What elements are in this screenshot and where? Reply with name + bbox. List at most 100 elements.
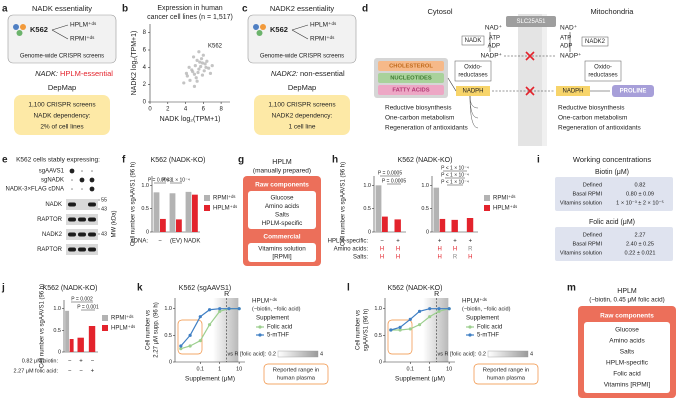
annotation: P < 1 × 10⁻⁴ (441, 172, 469, 178)
label: reductases (458, 73, 487, 79)
cofactor-box (556, 86, 590, 96)
label: NADP⁺ (481, 53, 503, 60)
label: Supplement (μM) (185, 376, 235, 383)
legend-label: RPMI⁺ᵈˢ (213, 195, 235, 202)
legend-label: RPMI⁺ᵈˢ (493, 195, 515, 202)
point (179, 344, 183, 348)
screen-box (7, 14, 117, 64)
label: cDNA: (131, 239, 149, 245)
y-tick-label: 8 (143, 30, 147, 36)
point (447, 307, 451, 311)
y-tick-label: 0 (169, 359, 172, 365)
label: human plasma (277, 376, 316, 382)
y-tick-label: 0 (426, 229, 429, 235)
label: (−biotin, 0.45 μM folic acid) (589, 297, 665, 304)
point (188, 344, 192, 348)
transporter (506, 16, 556, 27)
point (237, 307, 241, 311)
point (197, 67, 201, 71)
label: ADP (560, 44, 572, 50)
condition-label: − (91, 359, 95, 365)
legend-label: Folic acid (267, 325, 292, 331)
label: 0.22 ± 0.021 (624, 250, 655, 256)
point (198, 339, 202, 343)
condition-dot (89, 186, 95, 192)
point (205, 59, 209, 63)
label: sgAAVS1 (39, 169, 65, 175)
annotation: P < 1 × 10⁻⁴ (441, 179, 469, 185)
condition-label: − (68, 369, 72, 375)
legend-swatch (204, 195, 210, 201)
colorbar (487, 350, 529, 358)
label: Cell number vs sgAAVS1 (96 h) (131, 162, 137, 246)
component-list (584, 322, 670, 393)
condition-label: + (91, 369, 95, 375)
condition-label: − (68, 359, 72, 365)
bar (153, 192, 160, 232)
x-tick-label: − (158, 239, 162, 245)
label: DepMap (288, 83, 316, 92)
condition-label: + (396, 239, 400, 245)
label: Folic acid (613, 371, 641, 378)
label: HPLM (272, 159, 292, 166)
label: 1,100 CRISPR screens (28, 102, 96, 109)
label: One-carbon metabolism (385, 115, 454, 122)
label: NADK-3×FLAG cDNA (5, 187, 64, 193)
label: Amino acids (609, 338, 645, 345)
x-tick-label: (EV) (170, 239, 182, 245)
label: Folic acid (μM) (589, 219, 635, 226)
x-tick-label: 6 (202, 107, 206, 113)
depmap-box (254, 95, 350, 135)
legend-label: HPLM⁺ᵈˢ (493, 205, 517, 212)
condition-label: + (469, 239, 473, 245)
x-tick-label: 8 (219, 107, 223, 113)
x-tick-label: 0 (148, 107, 152, 113)
label: NADK dependency: (33, 113, 90, 120)
label: PROLINE (620, 89, 647, 95)
panel-letter: m (567, 283, 576, 294)
point (207, 308, 212, 312)
label: K562 (30, 25, 48, 34)
label: Supplement (μM) (395, 376, 445, 383)
label: ATP (560, 36, 571, 42)
label: sgNADK (41, 178, 64, 184)
label: RPMI⁺ᵈˢ (70, 36, 95, 43)
label: 2.27 μM supp. (96 h) (154, 302, 160, 358)
y-tick-label: 0.5 (421, 206, 429, 212)
label: NADK (465, 38, 482, 44)
x-tick-label: 4 (184, 107, 188, 113)
condition-label: H (453, 247, 457, 253)
label: NADK2 (42, 232, 63, 238)
label: Vitamins solution (560, 200, 602, 206)
legend-swatch (484, 205, 490, 211)
point (389, 328, 393, 332)
cofactor-box (456, 86, 490, 96)
label: 0.80 ± 0.09 (626, 191, 654, 197)
condition-label: H (468, 255, 472, 261)
condition-label: H (437, 255, 441, 261)
point (207, 323, 212, 327)
y-tick-label: 1.0 (374, 306, 382, 312)
condition-dot (89, 177, 95, 183)
label: HPLM-specific (606, 360, 649, 367)
bar (69, 339, 74, 352)
point (192, 84, 197, 88)
point (200, 73, 205, 77)
condition-label: H (380, 255, 384, 261)
point (398, 328, 402, 332)
label: 43 (101, 231, 107, 237)
annotation: P = 0.0005 (378, 170, 402, 176)
note-box (473, 363, 539, 385)
label: NADK log₂(TPM+1) (160, 116, 221, 123)
label: RPMI⁺ᵈˢ (310, 36, 335, 43)
label: 1 × 10⁻³ ± 2 × 10⁻⁵ (616, 199, 664, 206)
point (192, 72, 197, 76)
band (78, 232, 86, 237)
legend-label: 5-mTHF (267, 333, 289, 339)
label: Reductive biosynthesis (385, 105, 452, 112)
annotation: P < 1 × 10⁻⁴ (441, 165, 469, 171)
label: Salts (275, 212, 289, 219)
label: HPLM⁺ᵈˢ (70, 22, 97, 29)
legend-label: HPLM⁺ᵈˢ (111, 325, 135, 332)
bar (169, 193, 176, 232)
